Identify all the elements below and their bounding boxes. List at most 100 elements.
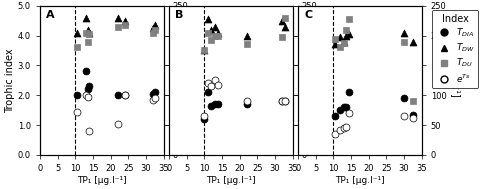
Point: [345, 91, 353, 94]
Point: [214, 103, 222, 106]
Point: [200, 49, 208, 52]
Point: [340, 42, 348, 45]
Point: [214, 34, 222, 37]
Point: [120, 24, 128, 27]
Point: [73, 94, 81, 97]
Text: C: C: [304, 10, 312, 20]
Point: [86, 85, 94, 88]
Point: [84, 88, 92, 91]
Point: [150, 91, 158, 94]
Point: [336, 36, 344, 39]
Point: [342, 34, 349, 37]
Point: [342, 106, 349, 109]
Point: [149, 92, 157, 95]
Point: [242, 43, 250, 46]
Point: [208, 28, 216, 31]
Point: [211, 79, 219, 82]
Y-axis label: [μg.l⁻¹]: [μg.l⁻¹]: [449, 63, 459, 98]
Point: [73, 110, 81, 113]
Point: [204, 18, 212, 21]
Point: [208, 104, 216, 107]
Point: [200, 49, 208, 52]
Point: [340, 106, 348, 109]
Point: [84, 40, 92, 43]
Point: [114, 94, 122, 97]
Point: [400, 31, 408, 34]
Point: [204, 31, 212, 34]
Point: [149, 98, 157, 101]
Point: [211, 34, 219, 37]
Point: [84, 28, 92, 31]
Point: [242, 100, 250, 103]
Point: [340, 127, 348, 130]
Point: [214, 31, 222, 34]
Point: [331, 43, 339, 46]
Point: [336, 128, 344, 131]
Point: [400, 115, 408, 118]
Point: [331, 132, 339, 136]
Point: [73, 46, 81, 49]
Point: [408, 100, 416, 103]
Point: [408, 40, 416, 43]
Point: [282, 100, 290, 103]
Point: [336, 46, 344, 49]
Point: [214, 83, 222, 86]
Point: [204, 91, 212, 94]
Point: [408, 113, 416, 116]
Point: [120, 19, 128, 22]
Point: [84, 95, 92, 98]
Point: [86, 31, 94, 34]
Point: [208, 85, 216, 88]
Point: [86, 33, 94, 36]
X-axis label: TP₁ [μg.l⁻¹]: TP₁ [μg.l⁻¹]: [335, 176, 384, 185]
Point: [73, 31, 81, 34]
Point: [114, 122, 122, 125]
Point: [408, 116, 416, 119]
Point: [211, 25, 219, 28]
Point: [150, 28, 158, 31]
Point: [342, 125, 349, 128]
Point: [345, 18, 353, 21]
Point: [149, 31, 157, 34]
Legend: $T_{DIA}$, $T_{DW}$, $T_{DU}$, $e^{Ts}$: $T_{DIA}$, $T_{DW}$, $T_{DU}$, $e^{Ts}$: [432, 10, 478, 88]
Point: [114, 16, 122, 19]
Point: [200, 118, 208, 121]
X-axis label: TP₁ [μg.l⁻¹]: TP₁ [μg.l⁻¹]: [77, 176, 126, 185]
Point: [120, 94, 128, 97]
Point: [242, 103, 250, 106]
Point: [282, 25, 290, 28]
Y-axis label: Trophic index: Trophic index: [5, 48, 15, 113]
Point: [120, 94, 128, 97]
Point: [282, 100, 290, 103]
Point: [82, 31, 90, 34]
Point: [278, 100, 286, 103]
Point: [200, 115, 208, 118]
Point: [340, 40, 348, 43]
Point: [82, 70, 90, 73]
Point: [149, 26, 157, 29]
Point: [208, 39, 216, 42]
Point: [150, 97, 158, 100]
Point: [331, 115, 339, 118]
Point: [345, 33, 353, 36]
Point: [331, 37, 339, 40]
Point: [211, 103, 219, 106]
X-axis label: TP₁ [μg.l⁻¹]: TP₁ [μg.l⁻¹]: [206, 176, 256, 185]
Point: [82, 16, 90, 19]
Point: [278, 36, 286, 39]
Point: [204, 82, 212, 85]
Point: [282, 16, 290, 19]
Point: [114, 25, 122, 28]
Point: [278, 100, 286, 103]
Point: [336, 109, 344, 112]
Text: B: B: [175, 10, 184, 20]
Point: [278, 19, 286, 22]
Point: [150, 24, 158, 27]
Point: [242, 34, 250, 37]
Point: [345, 112, 353, 115]
Point: [342, 28, 349, 31]
Point: [400, 40, 408, 43]
Point: [82, 94, 90, 97]
Point: [86, 130, 94, 133]
Point: [400, 97, 408, 100]
